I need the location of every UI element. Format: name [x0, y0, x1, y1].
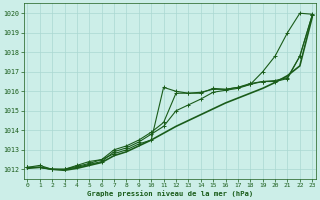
- X-axis label: Graphe pression niveau de la mer (hPa): Graphe pression niveau de la mer (hPa): [87, 190, 253, 197]
